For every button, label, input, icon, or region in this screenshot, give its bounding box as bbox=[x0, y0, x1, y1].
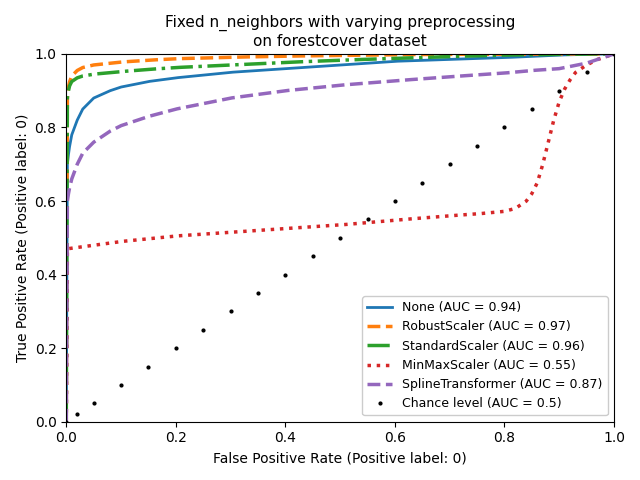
RobustScaler (AUC = 0.97) bbox=[323, 53, 330, 59]
StandardScaler (AUC = 0.96) bbox=[388, 56, 396, 61]
MinMaxScaler (AUC = 0.55) bbox=[326, 223, 333, 228]
RobustScaler (AUC = 0.97) bbox=[326, 53, 333, 59]
StandardScaler (AUC = 0.96) bbox=[598, 51, 606, 57]
Chance level (AUC = 0.5) bbox=[145, 364, 152, 370]
None (AUC = 0.94) bbox=[359, 60, 367, 66]
Line: MinMaxScaler (AUC = 0.55): MinMaxScaler (AUC = 0.55) bbox=[67, 54, 614, 422]
None (AUC = 0.94) bbox=[63, 419, 70, 425]
Chance level (AUC = 0.5) bbox=[528, 106, 536, 112]
Chance level (AUC = 0.5) bbox=[74, 411, 81, 417]
None (AUC = 0.94) bbox=[323, 63, 330, 69]
None (AUC = 0.94) bbox=[597, 51, 605, 57]
Chance level (AUC = 0.5) bbox=[200, 327, 207, 333]
Y-axis label: True Positive Rate (Positive label: 0): True Positive Rate (Positive label: 0) bbox=[15, 114, 29, 362]
Chance level (AUC = 0.5) bbox=[583, 70, 591, 75]
Chance level (AUC = 0.5) bbox=[556, 88, 563, 94]
SplineTransformer (AUC = 0.87) bbox=[388, 78, 396, 84]
MinMaxScaler (AUC = 0.55) bbox=[597, 56, 605, 61]
StandardScaler (AUC = 0.96) bbox=[359, 57, 367, 62]
SplineTransformer (AUC = 0.87) bbox=[597, 56, 605, 61]
RobustScaler (AUC = 0.97) bbox=[511, 51, 519, 57]
StandardScaler (AUC = 0.96) bbox=[326, 58, 333, 63]
Legend: None (AUC = 0.94), RobustScaler (AUC = 0.97), StandardScaler (AUC = 0.96), MinMa: None (AUC = 0.94), RobustScaler (AUC = 0… bbox=[362, 296, 608, 416]
Title: Fixed n_neighbors with varying preprocessing
on forestcover dataset: Fixed n_neighbors with varying preproces… bbox=[165, 15, 515, 48]
MinMaxScaler (AUC = 0.55) bbox=[323, 223, 330, 229]
RobustScaler (AUC = 0.97) bbox=[388, 52, 396, 58]
Chance level (AUC = 0.5) bbox=[227, 309, 234, 314]
Line: Chance level (AUC = 0.5): Chance level (AUC = 0.5) bbox=[63, 51, 617, 424]
StandardScaler (AUC = 0.96) bbox=[63, 419, 70, 425]
SplineTransformer (AUC = 0.87) bbox=[63, 419, 70, 425]
Chance level (AUC = 0.5) bbox=[446, 161, 454, 167]
StandardScaler (AUC = 0.96) bbox=[584, 51, 591, 57]
Chance level (AUC = 0.5) bbox=[364, 216, 371, 222]
RobustScaler (AUC = 0.97) bbox=[63, 419, 70, 425]
Chance level (AUC = 0.5) bbox=[473, 143, 481, 149]
StandardScaler (AUC = 0.96) bbox=[610, 51, 618, 57]
Chance level (AUC = 0.5) bbox=[391, 198, 399, 204]
StandardScaler (AUC = 0.96) bbox=[323, 58, 330, 64]
SplineTransformer (AUC = 0.87) bbox=[323, 84, 330, 89]
Chance level (AUC = 0.5) bbox=[309, 253, 317, 259]
Chance level (AUC = 0.5) bbox=[610, 51, 618, 57]
X-axis label: False Positive Rate (Positive label: 0): False Positive Rate (Positive label: 0) bbox=[213, 451, 467, 465]
Chance level (AUC = 0.5) bbox=[172, 345, 180, 351]
Line: None (AUC = 0.94): None (AUC = 0.94) bbox=[67, 54, 614, 422]
Chance level (AUC = 0.5) bbox=[63, 419, 70, 425]
Chance level (AUC = 0.5) bbox=[336, 235, 344, 240]
MinMaxScaler (AUC = 0.55) bbox=[63, 419, 70, 425]
Chance level (AUC = 0.5) bbox=[254, 290, 262, 296]
Line: StandardScaler (AUC = 0.96): StandardScaler (AUC = 0.96) bbox=[67, 54, 614, 422]
Chance level (AUC = 0.5) bbox=[282, 272, 289, 277]
None (AUC = 0.94) bbox=[326, 63, 333, 69]
RobustScaler (AUC = 0.97) bbox=[598, 51, 606, 57]
SplineTransformer (AUC = 0.87) bbox=[511, 69, 519, 75]
Chance level (AUC = 0.5) bbox=[117, 382, 125, 388]
RobustScaler (AUC = 0.97) bbox=[556, 51, 564, 57]
SplineTransformer (AUC = 0.87) bbox=[359, 81, 367, 86]
Chance level (AUC = 0.5) bbox=[500, 125, 508, 131]
None (AUC = 0.94) bbox=[610, 51, 618, 57]
MinMaxScaler (AUC = 0.55) bbox=[359, 220, 367, 226]
MinMaxScaler (AUC = 0.55) bbox=[511, 205, 519, 211]
None (AUC = 0.94) bbox=[511, 54, 519, 60]
RobustScaler (AUC = 0.97) bbox=[359, 52, 367, 58]
RobustScaler (AUC = 0.97) bbox=[610, 51, 618, 57]
Chance level (AUC = 0.5) bbox=[90, 400, 97, 406]
Line: RobustScaler (AUC = 0.97): RobustScaler (AUC = 0.97) bbox=[67, 54, 614, 422]
SplineTransformer (AUC = 0.87) bbox=[326, 84, 333, 89]
Line: SplineTransformer (AUC = 0.87): SplineTransformer (AUC = 0.87) bbox=[67, 54, 614, 422]
Chance level (AUC = 0.5) bbox=[419, 180, 426, 186]
None (AUC = 0.94) bbox=[388, 59, 396, 64]
StandardScaler (AUC = 0.96) bbox=[511, 52, 519, 58]
SplineTransformer (AUC = 0.87) bbox=[610, 51, 618, 57]
MinMaxScaler (AUC = 0.55) bbox=[388, 217, 396, 223]
MinMaxScaler (AUC = 0.55) bbox=[610, 51, 618, 57]
